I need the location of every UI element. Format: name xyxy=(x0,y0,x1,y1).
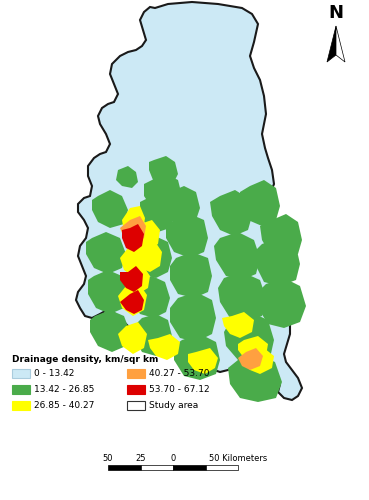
Bar xyxy=(127,385,145,394)
Polygon shape xyxy=(256,278,306,328)
Text: 0: 0 xyxy=(170,454,176,463)
Bar xyxy=(12,401,30,410)
Bar xyxy=(127,369,145,378)
Polygon shape xyxy=(132,220,160,250)
Polygon shape xyxy=(132,276,170,318)
Polygon shape xyxy=(140,194,175,232)
Text: 26.85 - 40.27: 26.85 - 40.27 xyxy=(34,401,94,410)
Bar xyxy=(127,401,145,410)
Polygon shape xyxy=(120,266,143,292)
Text: 53.70 - 67.12: 53.70 - 67.12 xyxy=(149,385,210,394)
Text: 50: 50 xyxy=(103,454,113,463)
Polygon shape xyxy=(210,190,252,236)
Polygon shape xyxy=(144,174,182,214)
Polygon shape xyxy=(86,232,126,274)
Text: 0 - 13.42: 0 - 13.42 xyxy=(34,369,75,378)
Text: N: N xyxy=(328,4,344,22)
Polygon shape xyxy=(174,334,220,380)
Polygon shape xyxy=(118,282,147,316)
Polygon shape xyxy=(224,312,274,364)
Text: Study area: Study area xyxy=(149,401,198,410)
Polygon shape xyxy=(327,26,336,62)
Polygon shape xyxy=(134,240,162,272)
Polygon shape xyxy=(166,214,208,258)
Polygon shape xyxy=(188,348,218,374)
Text: 13.42 - 26.85: 13.42 - 26.85 xyxy=(34,385,94,394)
Polygon shape xyxy=(134,314,172,356)
Polygon shape xyxy=(170,252,212,298)
Polygon shape xyxy=(260,214,302,260)
Polygon shape xyxy=(118,322,147,354)
Polygon shape xyxy=(228,354,282,402)
Polygon shape xyxy=(170,292,216,342)
Polygon shape xyxy=(254,238,300,286)
Text: Drainage density, km/sqr km: Drainage density, km/sqr km xyxy=(12,355,158,364)
Polygon shape xyxy=(92,190,128,228)
Polygon shape xyxy=(222,312,254,338)
Bar xyxy=(206,465,238,470)
Polygon shape xyxy=(122,264,150,294)
Polygon shape xyxy=(134,236,172,278)
Text: 40.27 - 53.70: 40.27 - 53.70 xyxy=(149,369,210,378)
Polygon shape xyxy=(149,156,178,186)
Polygon shape xyxy=(214,232,260,280)
Bar xyxy=(12,369,30,378)
Polygon shape xyxy=(88,270,128,314)
Polygon shape xyxy=(122,224,144,252)
Polygon shape xyxy=(240,180,280,226)
Polygon shape xyxy=(122,206,145,238)
Bar xyxy=(141,465,173,470)
Bar xyxy=(108,465,141,470)
Polygon shape xyxy=(148,334,180,360)
Polygon shape xyxy=(238,348,263,370)
Polygon shape xyxy=(116,166,138,188)
Bar xyxy=(12,385,30,394)
Polygon shape xyxy=(336,26,345,62)
Polygon shape xyxy=(120,216,146,244)
Polygon shape xyxy=(120,290,144,314)
Polygon shape xyxy=(218,272,266,322)
Polygon shape xyxy=(120,244,148,278)
Text: 50 Kilometers: 50 Kilometers xyxy=(209,454,267,463)
Polygon shape xyxy=(238,336,268,362)
Polygon shape xyxy=(162,186,200,226)
Polygon shape xyxy=(90,310,130,352)
Polygon shape xyxy=(76,2,302,400)
Polygon shape xyxy=(242,348,274,374)
Text: 25: 25 xyxy=(135,454,146,463)
Bar xyxy=(173,465,206,470)
